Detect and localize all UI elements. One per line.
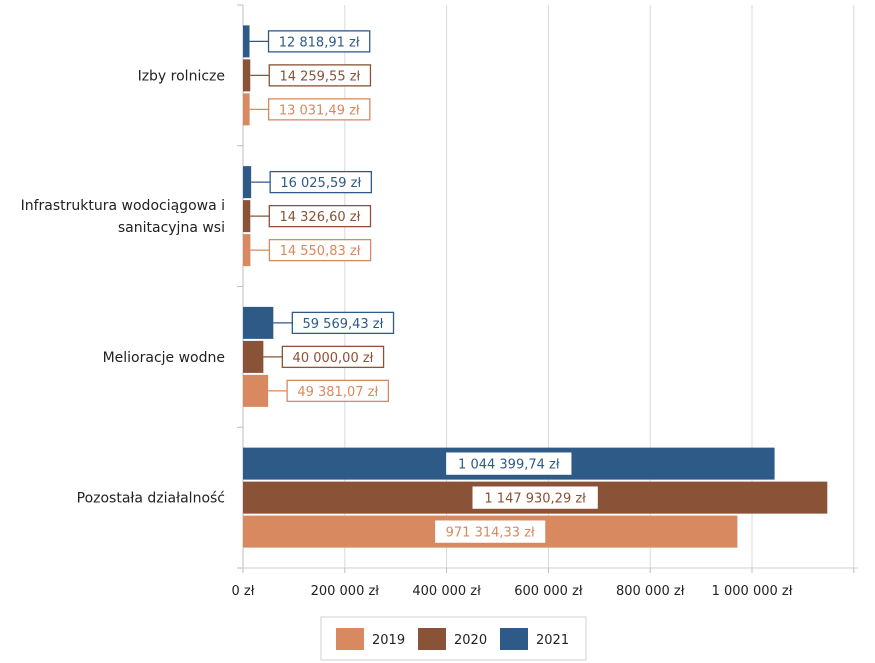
- data-label: 59 569,43 zł: [303, 317, 384, 332]
- category-label: Melioracje wodne: [103, 350, 225, 366]
- data-label: 1 044 399,74 zł: [458, 458, 560, 473]
- category-label: Izby rolnicze: [138, 68, 225, 84]
- data-label-box: [269, 170, 373, 194]
- data-label: 971 314,33 zł: [446, 526, 535, 541]
- legend: 2019 2020 2021: [320, 616, 587, 661]
- x-tick-label: 600 000 zł: [514, 584, 583, 599]
- data-label: 16 025,59 zł: [280, 176, 361, 191]
- bar-2019: [243, 234, 251, 267]
- category-labels: Izby rolnicze Infrastruktura wodociągowa …: [21, 68, 225, 506]
- data-label: 12 818,91 zł: [279, 35, 360, 50]
- bar-2020: [243, 59, 251, 92]
- data-label: 1 147 930,29 zł: [484, 492, 586, 507]
- category-label: Pozostała działalność: [77, 491, 225, 507]
- x-tick-label: 0 zł: [232, 584, 255, 599]
- bars: [243, 25, 828, 548]
- x-tick-label: 800 000 zł: [616, 584, 685, 599]
- data-label-box: [291, 311, 395, 335]
- data-label-box: [281, 345, 385, 369]
- bar-2020: [243, 200, 251, 233]
- data-label: 14 550,83 zł: [280, 244, 361, 259]
- tick-labels: 0 zł 200 000 zł 400 000 zł 600 000 zł 800 00…: [232, 584, 793, 599]
- data-label: 14 259,55 zł: [279, 69, 360, 84]
- data-label: 14 326,60 zł: [279, 210, 360, 225]
- data-label-box: [267, 30, 371, 53]
- data-label-box: [286, 379, 389, 403]
- data-label: 13 031,49 zł: [279, 103, 360, 118]
- legend-swatch-2020: [418, 628, 446, 650]
- bar-2020: [243, 340, 264, 373]
- data-label-box: [435, 520, 546, 543]
- data-label-box: [268, 64, 372, 87]
- data-label: 49 381,07 zł: [297, 385, 378, 400]
- data-label-box: [268, 204, 372, 228]
- legend-swatch-2019: [336, 628, 364, 650]
- bar-2019: [243, 93, 250, 126]
- legend-label-2020: 2020: [454, 633, 487, 648]
- data-labels: 12 818,91 zł 14 259,55 zł 13 031,49 zł 16 0…: [249, 30, 598, 543]
- legend-label-2021: 2021: [536, 633, 569, 648]
- bar-2021: [243, 166, 252, 199]
- x-tick-label: 200 000 zł: [311, 584, 380, 599]
- data-label-box: [267, 98, 371, 121]
- x-tick-label: 400 000 zł: [412, 584, 481, 599]
- x-tick-label: 1 000 000 zł: [712, 584, 793, 599]
- category-label: Infrastruktura wodociągowa i sanitacyjna …: [21, 198, 225, 236]
- bar-2019: [243, 374, 269, 407]
- data-label-box: [446, 452, 572, 475]
- bar-2021: [243, 25, 250, 58]
- data-label-box: [472, 486, 598, 509]
- legend-label-2019: 2019: [372, 633, 405, 648]
- legend-swatch-2021: [500, 628, 528, 650]
- bar-2021: [243, 306, 274, 339]
- data-label: 40 000,00 zł: [293, 351, 374, 366]
- legend-box: [320, 616, 587, 661]
- data-label-box: [268, 238, 372, 262]
